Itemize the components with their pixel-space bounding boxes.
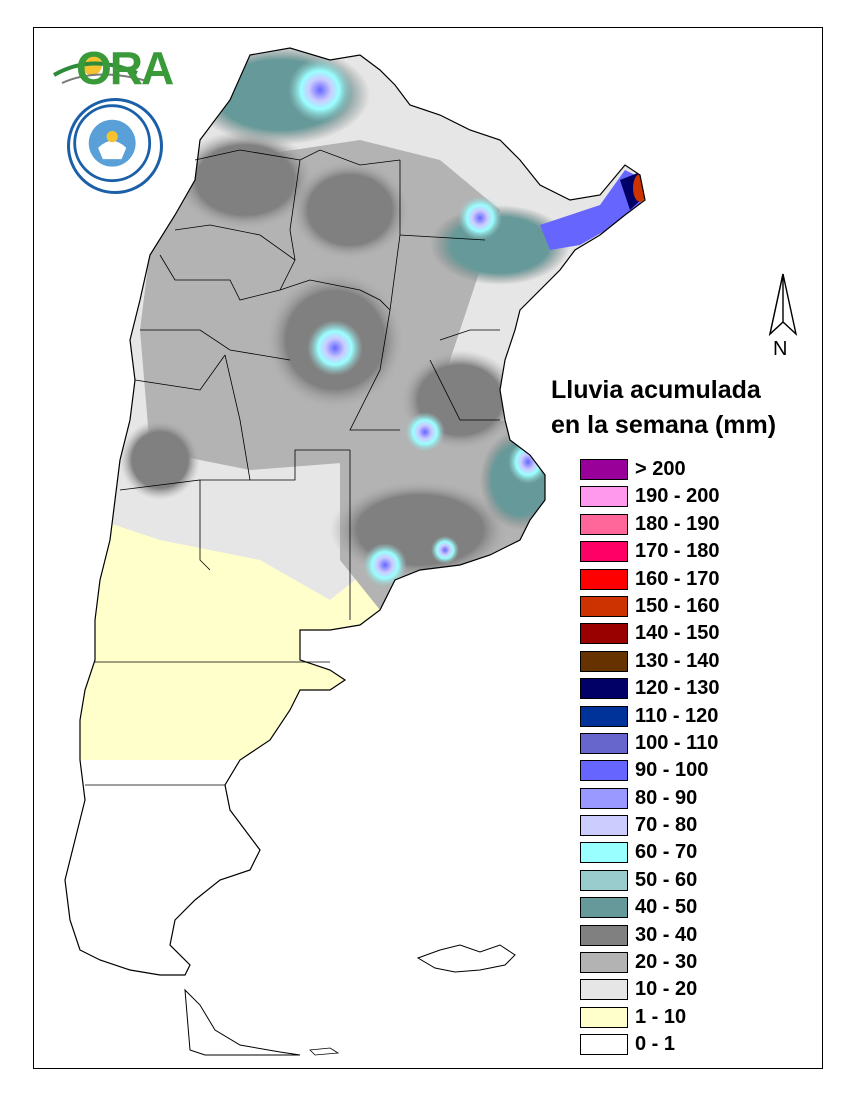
legend-title-line2: en la semana (mm) xyxy=(551,411,777,439)
legend-label: 30 - 40 xyxy=(635,923,698,946)
legend-label: 60 - 70 xyxy=(635,841,698,864)
legend-swatch xyxy=(580,1006,628,1028)
legend-swatch xyxy=(580,1034,628,1056)
legend-title: Lluvia acumulada en la semana (mm) xyxy=(551,373,776,443)
legend-label: 0 - 1 xyxy=(635,1033,676,1056)
legend-label: 120 - 130 xyxy=(635,677,720,700)
legend-swatch xyxy=(580,897,628,919)
legend-swatch xyxy=(580,924,628,946)
ora-logo-icon xyxy=(52,55,148,84)
north-arrow-icon xyxy=(768,273,798,337)
legend-swatch xyxy=(580,486,628,508)
legend-label: 130 - 140 xyxy=(635,649,720,672)
smn-seal-icon xyxy=(73,104,152,183)
legend-swatch xyxy=(580,459,628,480)
legend-label: 110 - 120 xyxy=(635,704,719,727)
legend-swatch xyxy=(580,650,628,672)
legend-swatch xyxy=(580,952,628,974)
legend-swatch xyxy=(580,513,628,535)
legend-swatch xyxy=(580,678,628,700)
legend-label: 10 - 20 xyxy=(635,978,698,1001)
legend-label: 50 - 60 xyxy=(635,868,698,891)
legend-label: 40 - 50 xyxy=(635,896,698,919)
legend-label: 170 - 180 xyxy=(635,540,720,563)
legend-swatch xyxy=(580,623,628,645)
legend-swatch xyxy=(580,869,628,891)
legend-label: 1 - 10 xyxy=(635,1005,687,1028)
legend-swatch xyxy=(580,760,628,782)
ora-logo: ORA xyxy=(76,42,174,94)
legend-label: 90 - 100 xyxy=(635,759,709,782)
legend-label: 180 - 190 xyxy=(635,512,720,535)
legend-label: 100 - 110 xyxy=(635,731,719,754)
legend-swatch xyxy=(580,568,628,590)
legend-swatch xyxy=(580,595,628,617)
legend-label: 140 - 150 xyxy=(635,622,720,645)
legend-swatch xyxy=(580,787,628,809)
smn-seal xyxy=(67,98,163,194)
legend-swatch xyxy=(580,541,628,563)
legend-swatch xyxy=(580,979,628,1001)
legend-label: 150 - 160 xyxy=(635,594,720,617)
north-label: N xyxy=(773,338,788,360)
legend-label: 160 - 170 xyxy=(635,567,720,590)
legend-swatch xyxy=(580,705,628,727)
legend-label: 190 - 200 xyxy=(635,485,720,508)
legend-label: 20 - 30 xyxy=(635,951,698,974)
legend-swatch xyxy=(580,732,628,754)
legend-label: > 200 xyxy=(635,458,686,480)
legend-swatch xyxy=(580,815,628,837)
legend-title-line1: Lluvia acumulada xyxy=(551,376,761,404)
legend-label: 80 - 90 xyxy=(635,786,698,809)
legend-label: 70 - 80 xyxy=(635,814,698,837)
legend-swatch xyxy=(580,842,628,864)
